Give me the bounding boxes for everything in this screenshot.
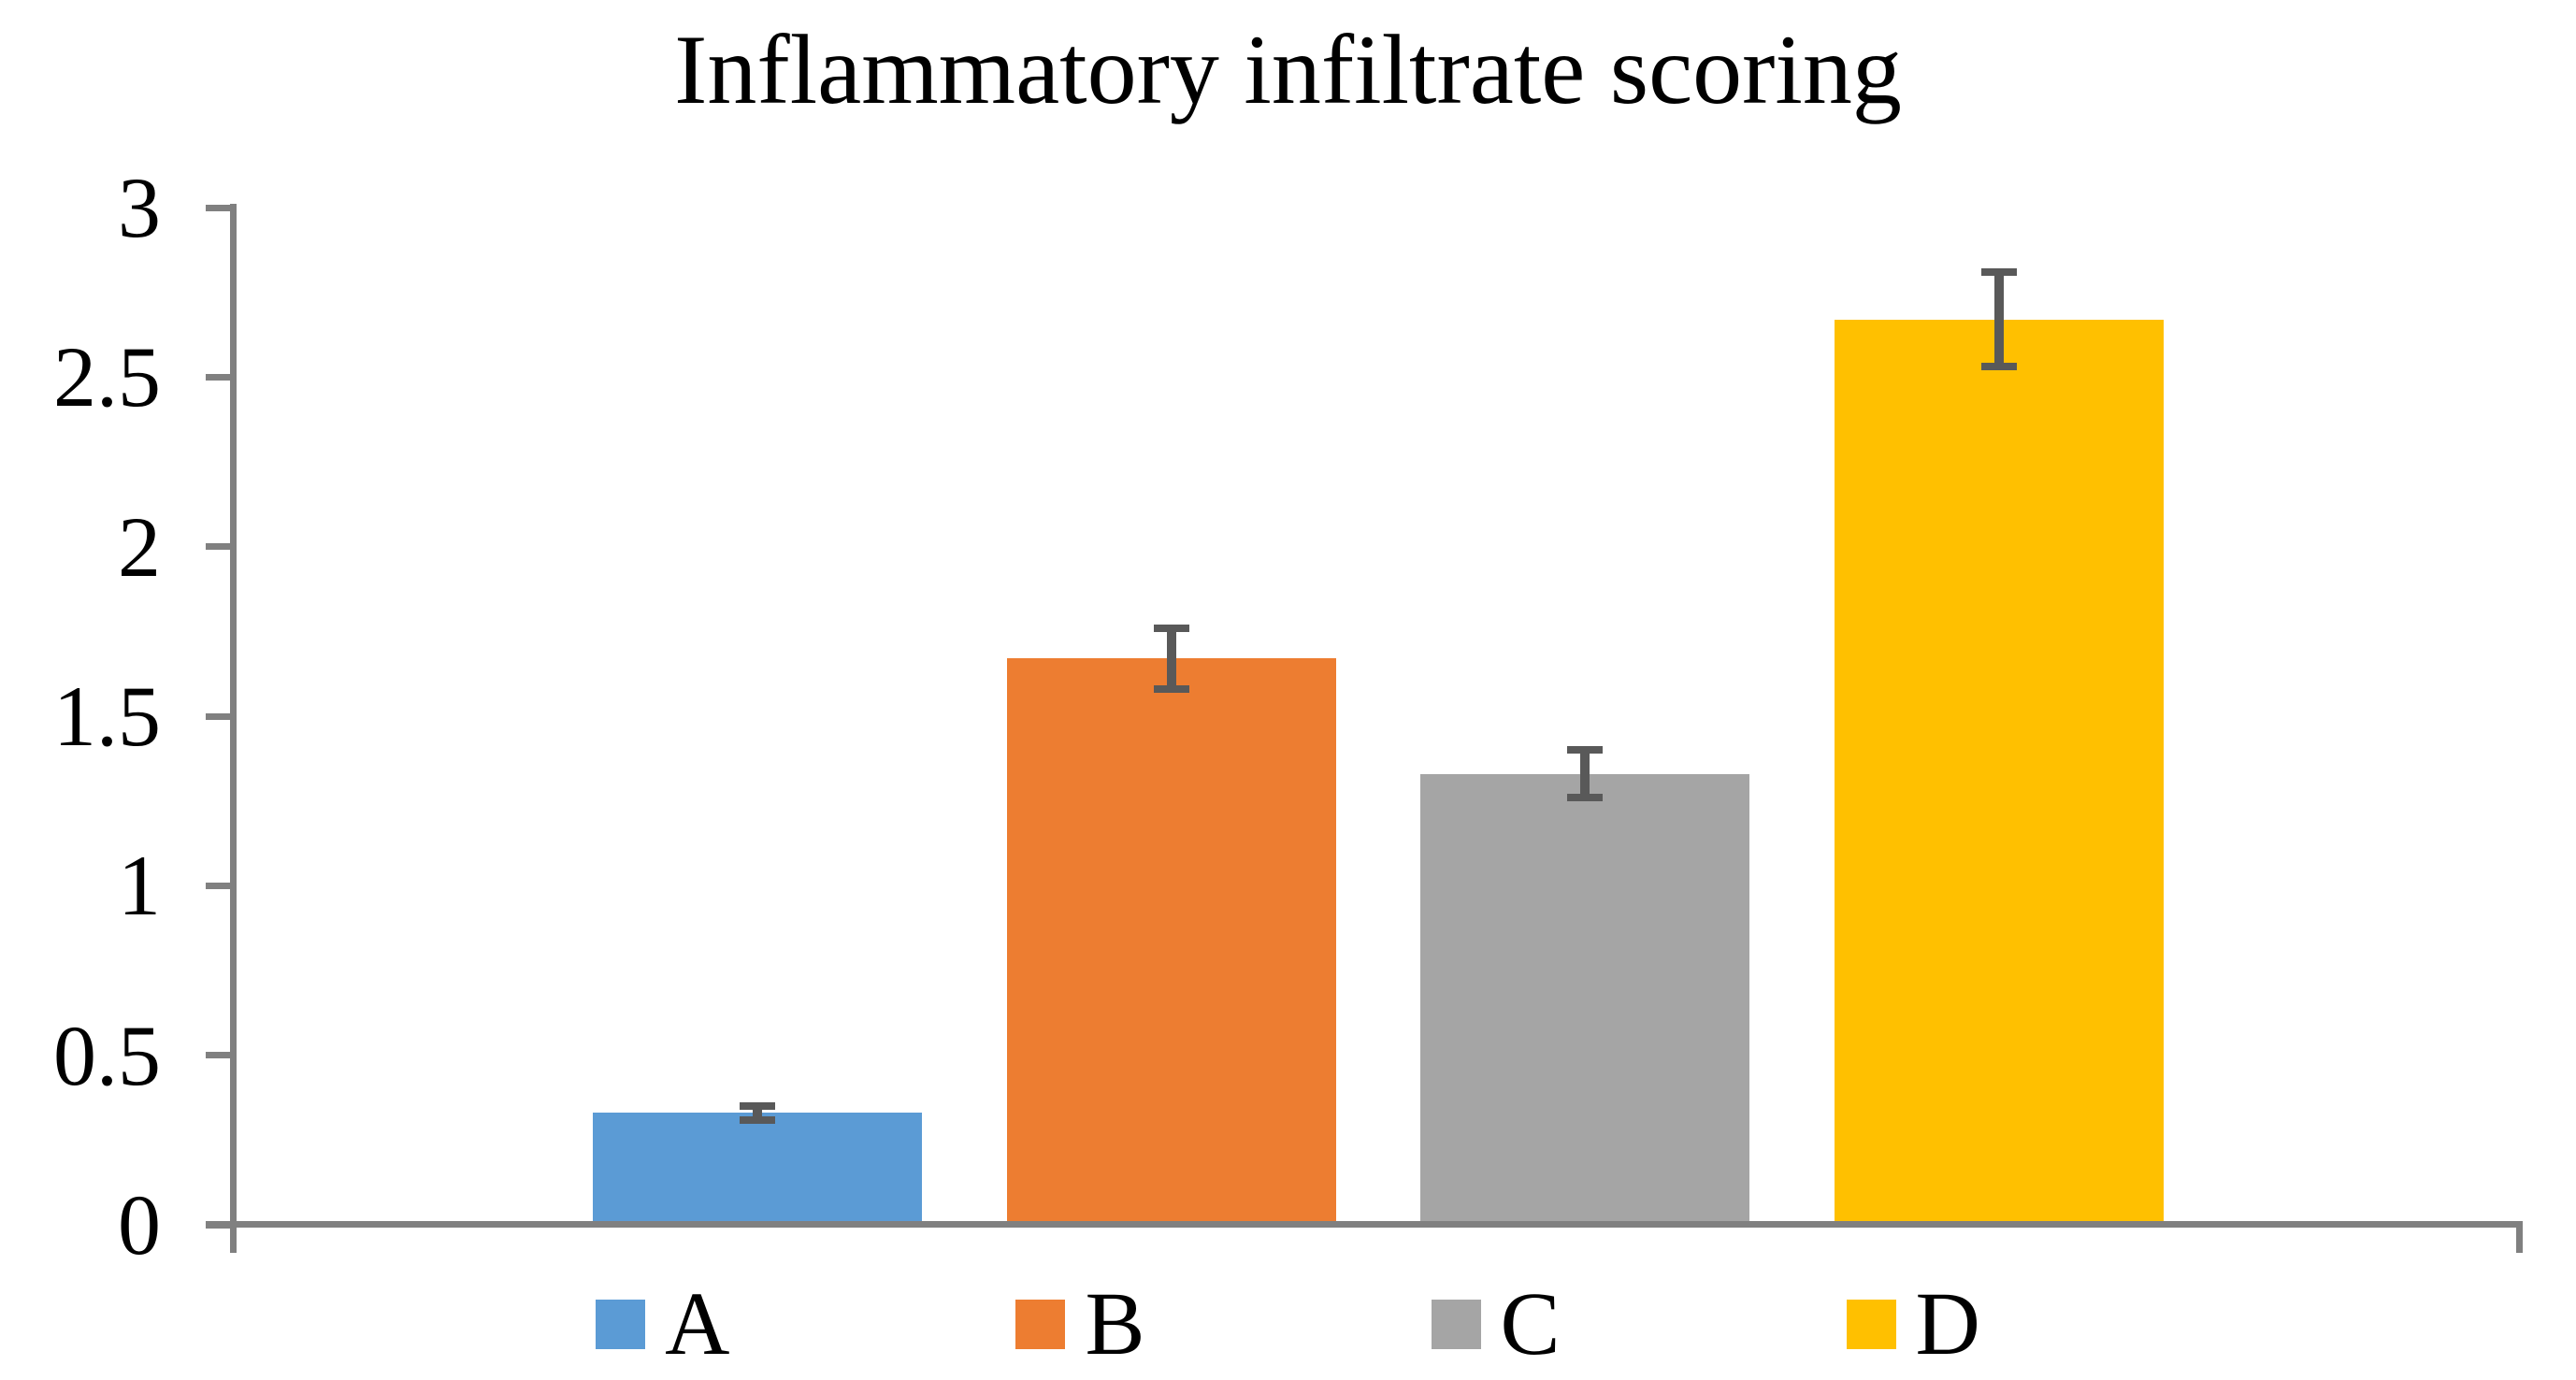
y-tick-label: 0.5 xyxy=(53,1007,161,1103)
legend-swatch-A xyxy=(596,1299,646,1349)
y-tick-label: 1.5 xyxy=(53,668,161,764)
legend-swatch-D xyxy=(1846,1299,1896,1349)
legend-item-C: C xyxy=(1431,1273,1561,1373)
error-bar-cap-top-B xyxy=(1153,624,1189,632)
x-axis-end-tick xyxy=(2516,1221,2523,1253)
legend-item-B: B xyxy=(1015,1273,1145,1373)
y-tick xyxy=(206,712,233,720)
legend-label-A: A xyxy=(665,1273,730,1373)
legend-item-D: D xyxy=(1846,1273,1980,1373)
y-axis-line xyxy=(230,204,237,1253)
y-tick xyxy=(206,543,233,551)
error-bar-cap-bottom-A xyxy=(739,1115,775,1124)
y-tick xyxy=(206,373,233,381)
x-axis-line xyxy=(206,1221,2523,1228)
y-tick xyxy=(206,204,233,211)
y-tick-label: 0 xyxy=(118,1177,161,1272)
chart-title: Inflammatory infiltrate scoring xyxy=(674,15,1902,124)
legend-label-C: C xyxy=(1500,1273,1561,1373)
legend-item-A: A xyxy=(596,1279,729,1369)
y-tick-label: 1 xyxy=(118,838,161,934)
legend-swatch-B xyxy=(1015,1299,1066,1349)
error-bar-line-D xyxy=(1994,271,2005,367)
error-bar-cap-top-D xyxy=(1981,267,2018,276)
y-tick xyxy=(206,882,233,889)
error-bar-cap-bottom-C xyxy=(1567,794,1604,802)
error-bar-cap-top-C xyxy=(1567,746,1604,755)
bar-B xyxy=(1006,658,1336,1221)
y-tick-label: 3 xyxy=(118,160,161,255)
error-bar-line-C xyxy=(1580,750,1590,798)
bar-A xyxy=(592,1113,922,1221)
y-tick-label: 2.5 xyxy=(53,329,161,425)
error-bar-cap-bottom-B xyxy=(1153,684,1189,693)
error-bar-line-A xyxy=(752,1106,762,1120)
y-tick xyxy=(206,1221,233,1229)
bar-D xyxy=(1835,319,2165,1221)
error-bar-cap-top-A xyxy=(739,1102,775,1111)
bar-C xyxy=(1420,773,1750,1221)
y-tick-label: 2 xyxy=(118,498,161,595)
y-tick xyxy=(206,1052,233,1059)
error-bar-line-B xyxy=(1166,627,1176,689)
error-bar-cap-bottom-D xyxy=(1981,363,2018,371)
legend-swatch-C xyxy=(1431,1299,1481,1349)
legend-label-D: D xyxy=(1915,1273,1980,1373)
legend-label-B: B xyxy=(1085,1273,1145,1373)
